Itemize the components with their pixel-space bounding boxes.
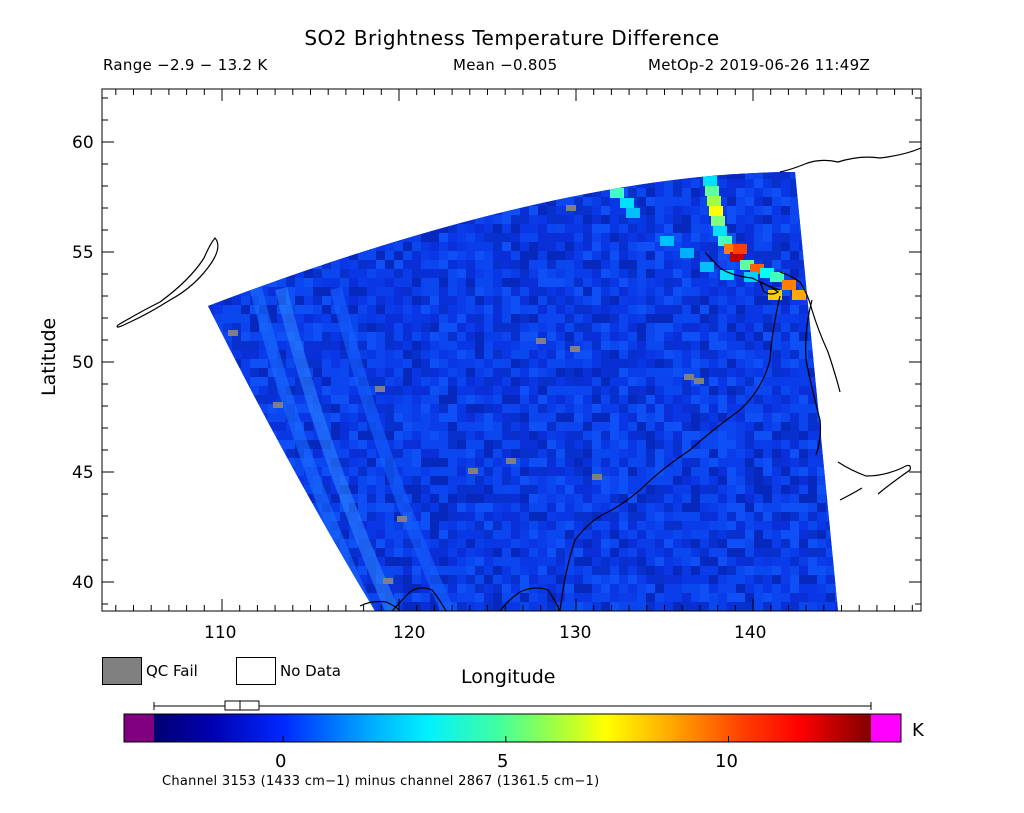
map-title: SO2 Brightness Temperature Difference (304, 26, 720, 50)
lat-tick-label: 45 (72, 463, 94, 483)
lon-tick-label: 130 (559, 623, 592, 643)
colorbar (123, 700, 902, 743)
qc-fail-label: QC Fail (146, 662, 198, 680)
colorbar-tick-label: 10 (715, 751, 738, 772)
lon-tick-label: 120 (393, 623, 426, 643)
colorbar-over (871, 714, 901, 742)
qc-fail-swatch (102, 657, 142, 685)
colorbar-under (124, 714, 154, 742)
lat-tick-label: 40 (72, 573, 94, 593)
lon-tick-label: 110 (204, 623, 237, 643)
colorbar-tick-label: 0 (275, 751, 287, 772)
mean-label: Mean −0.805 (453, 56, 558, 74)
axis-ticks (102, 89, 921, 611)
interquartile-box (224, 700, 260, 711)
lat-tick-label: 55 (72, 243, 94, 263)
colorbar-gradient (154, 714, 871, 742)
range-label: Range −2.9 − 13.2 K (103, 56, 268, 74)
satellite-label: MetOp-2 2019-06-26 11:49Z (648, 56, 871, 74)
y-axis-title: Latitude (38, 317, 60, 396)
no-data-label: No Data (280, 662, 341, 680)
lon-tick-label: 140 (734, 623, 767, 643)
x-axis-title: Longitude (461, 666, 556, 688)
colorbar-tick-label: 5 (497, 751, 509, 772)
lat-tick-label: 60 (72, 133, 94, 153)
coastline (116, 147, 921, 611)
no-data-swatch (236, 657, 276, 685)
colorbar-unit: K (912, 720, 924, 741)
lat-tick-label: 50 (72, 353, 94, 373)
plot-frame (101, 88, 922, 612)
channel-footnote: Channel 3153 (1433 cm−1) minus channel 2… (162, 774, 600, 789)
